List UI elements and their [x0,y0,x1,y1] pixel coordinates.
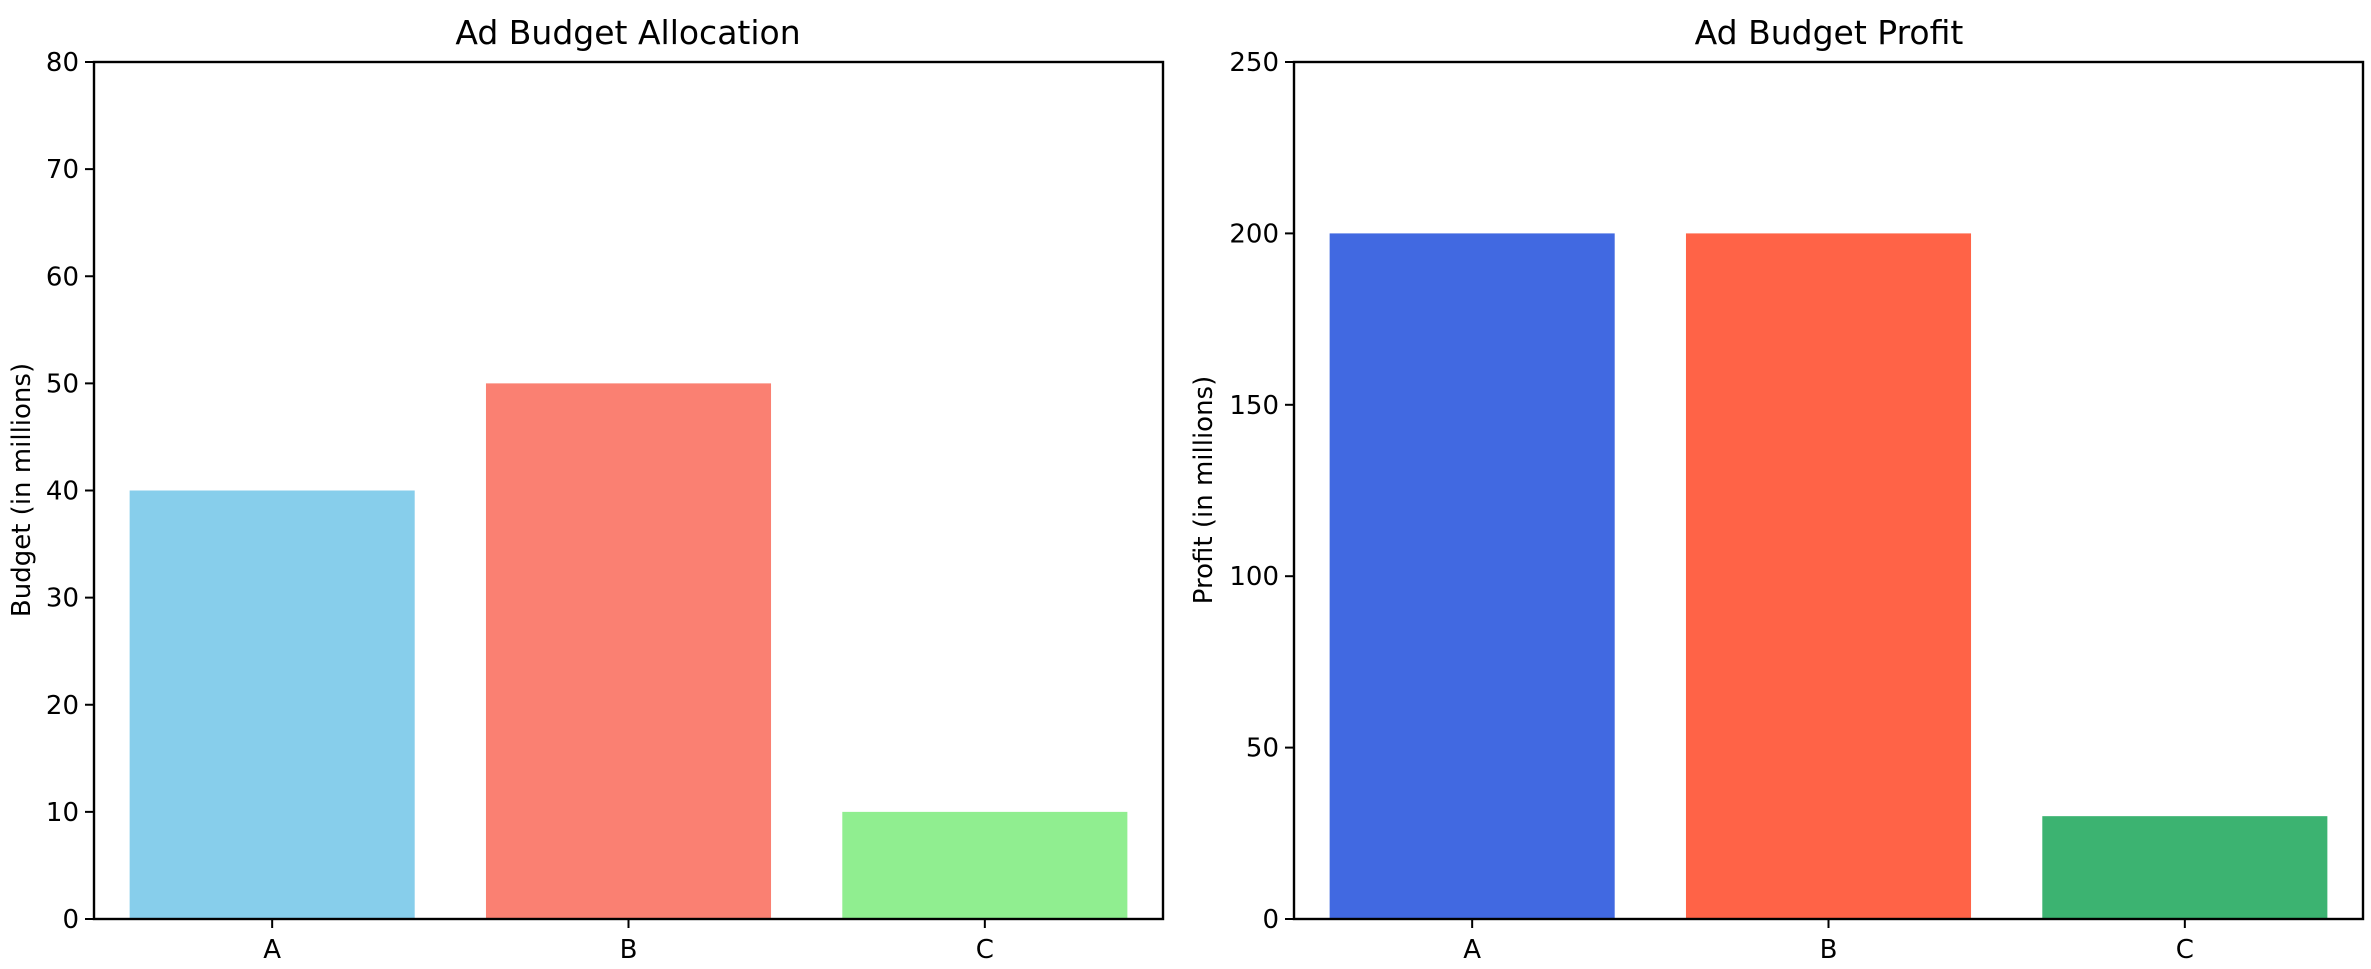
bar-B [1685,233,1972,919]
x-ticks: A B C [1463,919,2194,965]
x-tick-label: C [976,935,994,965]
y-tick-label: 70 [46,155,79,185]
y-tick-label: 30 [46,584,79,614]
chart-title: Ad Budget Profit [1695,13,1964,52]
x-tick-label: A [1463,935,1481,965]
y-tick-label: 0 [1262,905,1279,935]
x-tick-label: B [620,935,638,965]
plot-frame [1292,60,2365,921]
bar-B [485,383,772,919]
y-tick-label: 50 [1246,734,1279,764]
y-tick-label: 0 [62,905,79,935]
y-axis-label: Budget (in millions) [7,363,37,617]
y-tick-label: 150 [1229,391,1279,421]
bars [129,383,1128,919]
y-tick-label: 250 [1229,48,1279,78]
bar-A [1329,233,1615,919]
y-tick-label: 100 [1229,562,1279,592]
y-tick-label: 40 [46,477,79,507]
budget-allocation-chart: Ad Budget Allocation Budget (in millions… [7,13,1165,965]
y-ticks: 0 50 100 150 200 250 [1229,48,1294,935]
y-tick-label: 200 [1229,219,1279,249]
y-ticks: 0 10 20 30 40 50 60 70 80 [46,48,94,935]
bar-C [842,811,1128,919]
bar-C [2042,816,2328,919]
bar-A [129,490,415,919]
y-tick-label: 20 [46,691,79,721]
y-tick-label: 10 [46,798,79,828]
x-ticks: A B C [263,919,994,965]
budget-profit-chart: Ad Budget Profit Profit (in millions) 0 5… [1189,13,2365,965]
plot-frame [92,60,1165,921]
y-axis-label: Profit (in millions) [1189,376,1219,605]
bars [1329,233,2328,919]
chart-title: Ad Budget Allocation [455,13,800,52]
x-tick-label: B [1820,935,1838,965]
y-tick-label: 80 [46,48,79,78]
y-tick-label: 60 [46,262,79,292]
y-tick-label: 50 [46,369,79,399]
x-tick-label: C [2176,935,2194,965]
x-tick-label: A [263,935,281,965]
